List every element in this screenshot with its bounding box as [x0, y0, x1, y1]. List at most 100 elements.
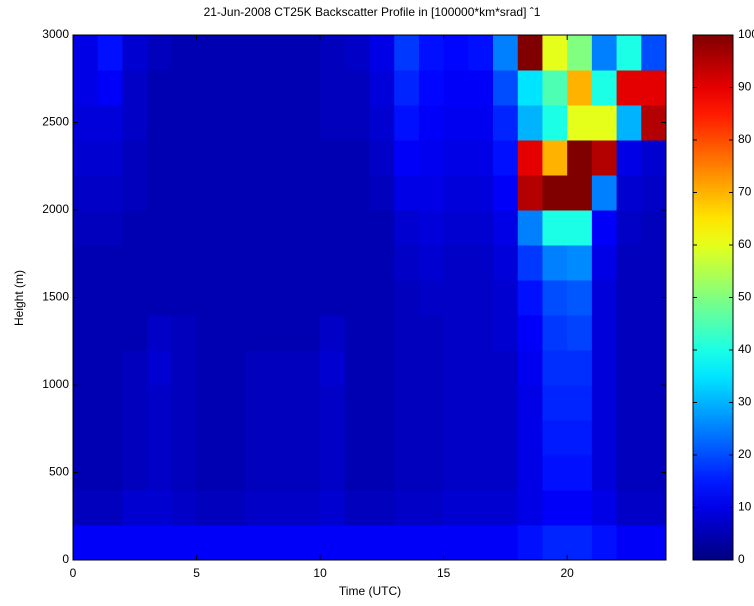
heatmap-cell	[468, 245, 494, 281]
heatmap-cell	[221, 280, 247, 316]
y-tick-label: 1500	[42, 290, 69, 304]
heatmap-cell	[369, 525, 395, 561]
heatmap-cell	[295, 210, 321, 246]
heatmap-cell	[97, 175, 123, 211]
heatmap-cell	[542, 140, 568, 176]
heatmap-cell	[542, 175, 568, 211]
heatmap-cell	[73, 315, 99, 351]
heatmap-cell	[171, 525, 198, 561]
heatmap-cell	[270, 175, 296, 211]
heatmap-cell	[443, 315, 469, 351]
heatmap-cell	[171, 280, 198, 316]
heatmap-cell	[616, 245, 642, 281]
heatmap-cell	[443, 35, 469, 71]
heatmap-cell	[122, 420, 148, 456]
heatmap-cell	[542, 385, 568, 421]
heatmap-cell	[591, 245, 618, 281]
heatmap-cell	[616, 210, 642, 246]
heatmap-cell	[147, 280, 173, 316]
y-tick-label: 500	[49, 465, 69, 479]
heatmap-cell	[320, 105, 346, 141]
heatmap-cell	[418, 490, 445, 526]
heatmap-cell	[147, 105, 173, 141]
heatmap-cell	[196, 105, 222, 141]
heatmap-cell	[122, 35, 148, 71]
heatmap-cell	[73, 525, 99, 561]
heatmap-cell	[245, 105, 272, 141]
heatmap-cell	[591, 525, 618, 561]
heatmap-cell	[270, 455, 296, 491]
heatmap-cell	[591, 455, 618, 491]
heatmap-cell	[591, 140, 618, 176]
heatmap-cell	[221, 315, 247, 351]
heatmap-cell	[641, 385, 667, 421]
heatmap-cell	[616, 350, 642, 386]
heatmap-cell	[122, 350, 148, 386]
heatmap-cell	[295, 490, 321, 526]
heatmap-cell	[344, 490, 370, 526]
heatmap-cell	[344, 420, 370, 456]
heatmap-cell	[196, 35, 222, 71]
heatmap-cell	[517, 140, 543, 176]
heatmap-cell	[221, 105, 247, 141]
heatmap-cell	[344, 455, 370, 491]
heatmap-cell	[418, 105, 445, 141]
heatmap-cell	[493, 35, 519, 71]
heatmap-cell	[270, 245, 296, 281]
heatmap-cell	[295, 385, 321, 421]
heatmap-cell	[196, 420, 222, 456]
heatmap-cell	[320, 210, 346, 246]
heatmap-cell	[221, 70, 247, 106]
colorbar-tick-label: 70	[738, 185, 752, 199]
heatmap-cell	[591, 420, 618, 456]
heatmap-cell	[468, 70, 494, 106]
heatmap-cell	[97, 350, 123, 386]
heatmap-cell	[73, 35, 99, 71]
heatmap-cell	[641, 245, 667, 281]
heatmap-cell	[221, 455, 247, 491]
heatmap-cell	[567, 525, 593, 561]
colorbar-tick-label: 100	[738, 27, 754, 41]
heatmap-cell	[221, 245, 247, 281]
heatmap-cell	[616, 105, 642, 141]
heatmap-cell	[196, 175, 222, 211]
heatmap-cell	[394, 350, 420, 386]
heatmap-cell	[270, 210, 296, 246]
heatmap-cell	[542, 420, 568, 456]
x-axis-label: Time (UTC)	[339, 584, 401, 598]
heatmap-cell	[295, 140, 321, 176]
heatmap-cell	[418, 210, 445, 246]
heatmap-cell	[270, 385, 296, 421]
heatmap-cell	[567, 245, 593, 281]
heatmap-cell	[245, 490, 272, 526]
heatmap-cell	[493, 210, 519, 246]
heatmap-cell	[147, 210, 173, 246]
heatmap-cell	[542, 70, 568, 106]
heatmap-cell	[641, 315, 667, 351]
heatmap-cell	[221, 490, 247, 526]
heatmap-cell	[567, 70, 593, 106]
heatmap-cell	[641, 210, 667, 246]
heatmap-cell	[97, 420, 123, 456]
heatmap-cell	[493, 420, 519, 456]
heatmap-cell	[221, 175, 247, 211]
heatmap-cell	[245, 175, 272, 211]
heatmap-cell	[73, 140, 99, 176]
heatmap-cell	[542, 210, 568, 246]
heatmap-cell	[616, 315, 642, 351]
heatmap-cell	[468, 35, 494, 71]
heatmap-cell	[517, 175, 543, 211]
heatmap-cell	[320, 175, 346, 211]
heatmap-cell	[369, 105, 395, 141]
heatmap-cell	[517, 70, 543, 106]
heatmap-cell	[418, 175, 445, 211]
heatmap-cell	[122, 70, 148, 106]
heatmap-cell	[616, 140, 642, 176]
heatmap-cell	[97, 455, 123, 491]
heatmap-cell	[122, 455, 148, 491]
heatmap-cell	[567, 35, 593, 71]
heatmap-cell	[616, 280, 642, 316]
heatmap-cell	[418, 525, 445, 561]
heatmap-cell	[493, 245, 519, 281]
heatmap-cell	[394, 35, 420, 71]
